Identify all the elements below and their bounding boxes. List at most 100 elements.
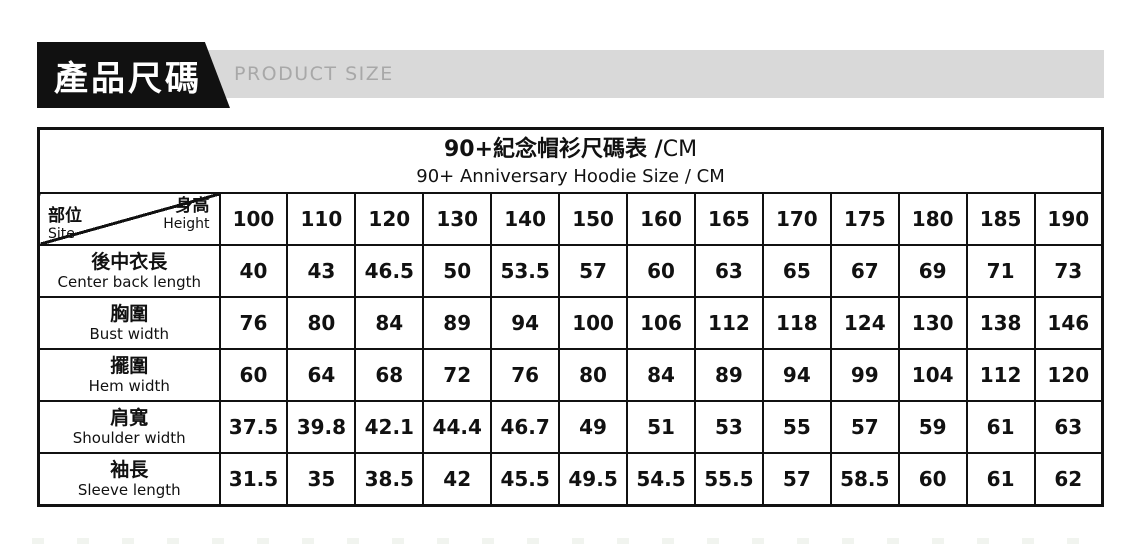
size-value-cell: 84	[626, 348, 696, 402]
size-value-cell: 60	[897, 452, 968, 507]
size-value-cell: 40	[218, 244, 289, 298]
height-label-en: Height	[163, 215, 210, 232]
table-row: 擺圍 Hem width 60 64 68 72 76 80 84 89 94 …	[37, 348, 1104, 402]
size-value-cell: 84	[354, 296, 425, 350]
size-value-cell: 42	[422, 452, 493, 507]
size-value-cell: 64	[286, 348, 357, 402]
row-label: 後中衣長 Center back length	[37, 244, 221, 298]
size-value-cell: 55	[761, 400, 832, 454]
banner-title-en: PRODUCT SIZE	[234, 63, 394, 85]
row-label-en: Shoulder width	[72, 429, 186, 448]
size-value-cell: 46.7	[490, 400, 561, 454]
size-value-cell: 46.5	[354, 244, 425, 298]
height-header-cell: 160	[626, 192, 696, 246]
size-value-cell: 51	[626, 400, 696, 454]
size-value-cell: 42.1	[354, 400, 425, 454]
size-value-cell: 57	[558, 244, 629, 298]
size-value-cell: 68	[354, 348, 425, 402]
size-value-cell: 39.8	[286, 400, 357, 454]
height-header-cell: 130	[422, 192, 493, 246]
size-value-cell: 50	[422, 244, 493, 298]
size-value-cell: 112	[693, 296, 764, 350]
size-value-cell: 124	[829, 296, 900, 350]
size-value-cell: 49.5	[558, 452, 629, 507]
size-value-cell: 59	[897, 400, 968, 454]
row-label-en: Sleeve length	[77, 481, 181, 500]
row-label: 肩寬 Shoulder width	[37, 400, 221, 454]
size-value-cell: 35	[286, 452, 357, 507]
height-header-cell: 190	[1033, 192, 1104, 246]
corner-height-label: 身高 Height	[163, 196, 210, 232]
size-value-cell: 72	[422, 348, 493, 402]
size-value-cell: 63	[1033, 400, 1104, 454]
height-header-cell: 185	[965, 192, 1036, 246]
size-value-cell: 80	[286, 296, 357, 350]
table-row: 袖長 Sleeve length 31.5 35 38.5 42 45.5 49…	[37, 452, 1104, 507]
height-label-zh: 身高	[175, 196, 210, 216]
size-value-cell: 73	[1033, 244, 1104, 298]
cropped-next-section-dashes	[32, 538, 1110, 544]
size-value-cell: 53.5	[490, 244, 561, 298]
height-header-cell: 100	[218, 192, 289, 246]
row-label-en: Bust width	[89, 325, 170, 344]
corner-site-label: 部位 Site	[48, 207, 82, 242]
size-value-cell: 106	[626, 296, 696, 350]
size-value-cell: 67	[829, 244, 900, 298]
corner-cell: 身高 Height 部位 Site	[37, 192, 221, 246]
size-value-cell: 118	[761, 296, 832, 350]
row-label-zh: 後中衣長	[91, 250, 168, 273]
size-value-cell: 45.5	[490, 452, 561, 507]
row-label-zh: 袖長	[110, 458, 149, 481]
size-value-cell: 94	[490, 296, 561, 350]
table-row: 肩寬 Shoulder width 37.5 39.8 42.1 44.4 46…	[37, 400, 1104, 454]
size-value-cell: 31.5	[218, 452, 289, 507]
row-label-zh: 肩寬	[110, 406, 149, 429]
table-title-unit: CM	[662, 136, 698, 162]
row-label-zh: 胸圍	[110, 302, 149, 325]
size-value-cell: 65	[761, 244, 832, 298]
size-value-cell: 80	[558, 348, 629, 402]
size-value-cell: 53	[693, 400, 764, 454]
height-header-cell: 165	[693, 192, 764, 246]
size-value-cell: 69	[897, 244, 968, 298]
row-label-en: Hem width	[88, 377, 170, 396]
banner-title-zh: 產品尺碼	[54, 58, 202, 99]
size-value-cell: 112	[965, 348, 1036, 402]
height-header-cell: 150	[558, 192, 629, 246]
size-value-cell: 43	[286, 244, 357, 298]
size-value-cell: 60	[218, 348, 289, 402]
size-value-cell: 130	[897, 296, 968, 350]
row-label: 袖長 Sleeve length	[37, 452, 221, 507]
size-value-cell: 71	[965, 244, 1036, 298]
site-label-en: Site	[48, 225, 75, 242]
size-value-cell: 61	[965, 452, 1036, 507]
height-header-cell: 170	[761, 192, 832, 246]
size-value-cell: 44.4	[422, 400, 493, 454]
size-value-cell: 55.5	[693, 452, 764, 507]
table-title-zh: 90+紀念帽衫尺碼表 /CM	[443, 136, 698, 162]
size-value-cell: 94	[761, 348, 832, 402]
row-label: 擺圍 Hem width	[37, 348, 221, 402]
size-value-cell: 57	[829, 400, 900, 454]
size-value-cell: 49	[558, 400, 629, 454]
size-value-cell: 58.5	[829, 452, 900, 507]
size-value-cell: 146	[1033, 296, 1104, 350]
banner-subtitle-bar: PRODUCT SIZE	[200, 50, 1104, 98]
size-value-cell: 138	[965, 296, 1036, 350]
size-value-cell: 99	[829, 348, 900, 402]
size-value-cell: 61	[965, 400, 1036, 454]
size-value-cell: 57	[761, 452, 832, 507]
row-label: 胸圍 Bust width	[37, 296, 221, 350]
height-header-cell: 140	[490, 192, 561, 246]
height-header-cell: 180	[897, 192, 968, 246]
row-label-zh: 擺圍	[110, 354, 149, 377]
size-value-cell: 104	[897, 348, 968, 402]
size-value-cell: 76	[218, 296, 289, 350]
table-row: 胸圍 Bust width 76 80 84 89 94 100 106 112…	[37, 296, 1104, 350]
size-value-cell: 60	[626, 244, 696, 298]
height-header-cell: 110	[286, 192, 357, 246]
table-row: 後中衣長 Center back length 40 43 46.5 50 53…	[37, 244, 1104, 298]
size-value-cell: 120	[1033, 348, 1104, 402]
size-value-cell: 54.5	[626, 452, 696, 507]
size-value-cell: 100	[558, 296, 629, 350]
